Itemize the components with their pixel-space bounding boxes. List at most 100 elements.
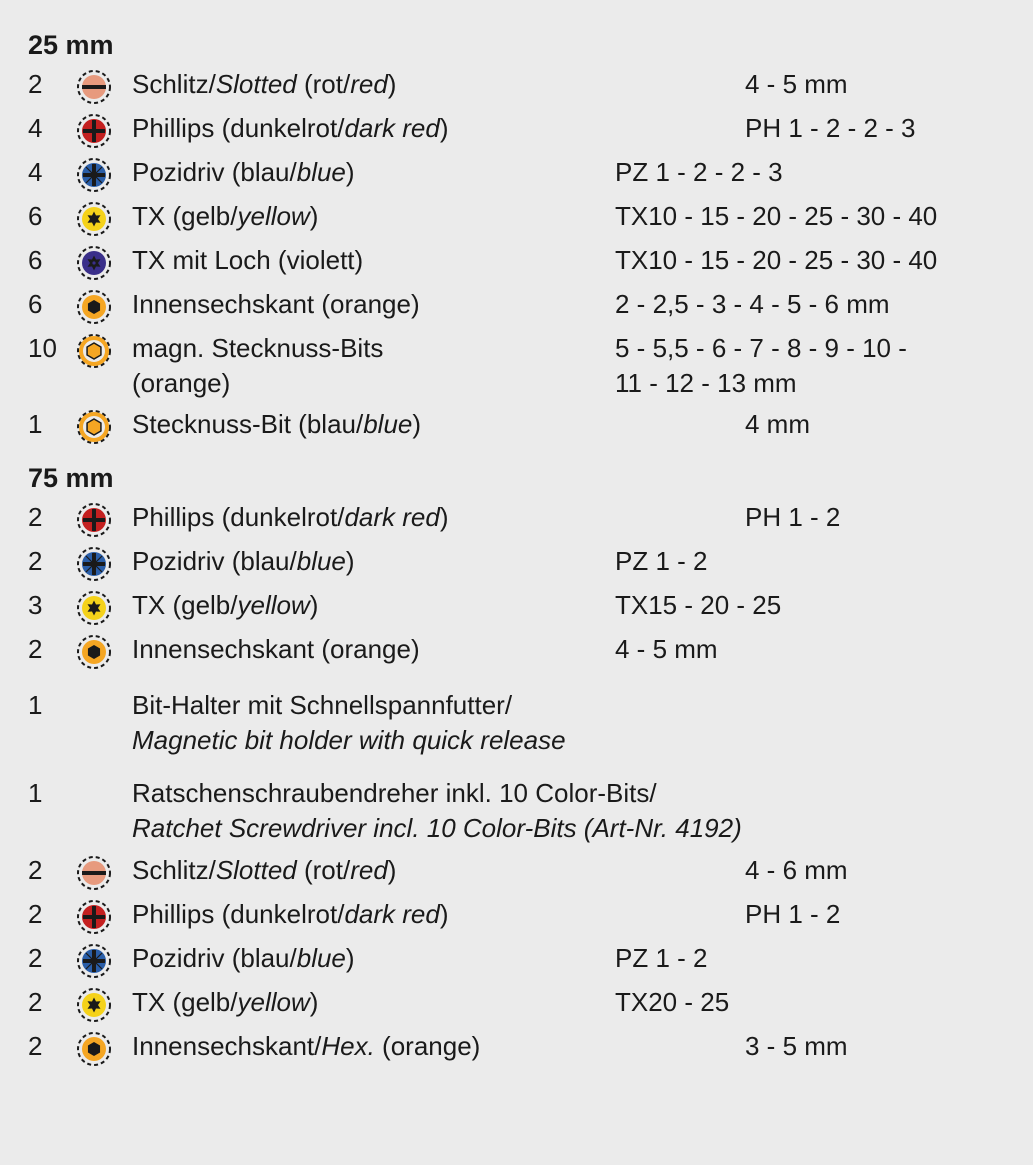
desc-paren-en: red	[350, 69, 388, 99]
section-header: 75 mm	[28, 463, 1005, 494]
qty: 10	[28, 331, 76, 366]
desc: TX (gelb/yellow)	[132, 588, 615, 623]
desc: Stecknuss-Bit (blau/blue)	[132, 407, 745, 442]
desc-text: Schlitz/	[132, 855, 216, 885]
bit-row: 3 TX (gelb/yellow) TX15 - 20 - 25	[28, 588, 1005, 626]
sizes-text: 5 - 5,5 - 6 - 7 - 8 - 9 - 10 -	[615, 333, 907, 363]
extra-de: Ratschenschraubendreher inkl. 10 Color-B…	[132, 778, 657, 808]
desc-text: Pozidriv (blau/	[132, 157, 297, 187]
desc-en: dark red	[344, 113, 439, 143]
sizes: TX10 - 15 - 20 - 25 - 30 - 40	[615, 199, 1005, 234]
sizes-text: 2 - 2,5 - 3 - 4 - 5 - 6 mm	[615, 289, 890, 319]
desc: Schlitz/Slotted (rot/red)	[132, 67, 745, 102]
qty: 2	[28, 632, 76, 667]
sizes-text: PZ 1 - 2 - 2 - 3	[615, 157, 783, 187]
hex-icon	[76, 634, 112, 670]
phillips-icon	[76, 113, 112, 149]
bit-row: 2 Pozidriv (blau/blue) PZ 1 - 2	[28, 941, 1005, 979]
icon-cell	[76, 985, 132, 1023]
desc-paren: (rot/	[297, 855, 350, 885]
nut-icon	[76, 409, 112, 445]
sizes: 4 - 5 mm	[745, 67, 1005, 102]
icon-cell	[76, 331, 132, 369]
desc-text: Schlitz/	[132, 69, 216, 99]
desc-en: blue	[297, 943, 346, 973]
icon-cell	[76, 500, 132, 538]
bit-row: 6 TX (gelb/yellow) TX10 - 15 - 20 - 25 -…	[28, 199, 1005, 237]
desc-text: Innensechskant (orange)	[132, 289, 420, 319]
qty: 2	[28, 897, 76, 932]
sizes: 2 - 2,5 - 3 - 4 - 5 - 6 mm	[615, 287, 1005, 322]
desc-text: Phillips (dunkelrot/	[132, 899, 344, 929]
phillips-icon	[76, 899, 112, 935]
qty: 1	[28, 776, 76, 811]
desc-paren-close: )	[346, 546, 355, 576]
slotted-icon	[76, 69, 112, 105]
desc: Phillips (dunkelrot/dark red)	[132, 111, 745, 146]
bit-row: 2 Pozidriv (blau/blue) PZ 1 - 2	[28, 544, 1005, 582]
phillips-icon	[76, 502, 112, 538]
desc-paren-close: )	[440, 899, 449, 929]
qty: 2	[28, 544, 76, 579]
bit-row: 2 Innensechskant/Hex. (orange) 3 - 5 mm	[28, 1029, 1005, 1067]
bit-row: 4 Pozidriv (blau/blue) PZ 1 - 2 - 2 - 3	[28, 155, 1005, 193]
sizes-text: PH 1 - 2	[745, 899, 840, 929]
desc-paren-close: )	[310, 987, 319, 1017]
sizes: 4 - 6 mm	[745, 853, 1005, 888]
sizes: 5 - 5,5 - 6 - 7 - 8 - 9 - 10 - 11 - 12 - …	[615, 331, 1005, 401]
sizes-text: TX20 - 25	[615, 987, 729, 1017]
bit-row: 2 Phillips (dunkelrot/dark red) PH 1 - 2	[28, 897, 1005, 935]
bit-legend: 25 mm 2 Schlitz/Slotted (rot/red) 4 - 5 …	[28, 30, 1005, 1067]
sizes: 3 - 5 mm	[745, 1029, 1005, 1064]
desc: Schlitz/Slotted (rot/red)	[132, 853, 745, 888]
sizes-text: TX15 - 20 - 25	[615, 590, 781, 620]
sizes-text: 4 - 5 mm	[745, 69, 848, 99]
desc-paren: (orange)	[375, 1031, 481, 1061]
desc: Ratschenschraubendreher inkl. 10 Color-B…	[132, 776, 1005, 846]
desc-en: dark red	[344, 502, 439, 532]
desc-en: Slotted	[216, 69, 297, 99]
icon-cell	[76, 407, 132, 445]
desc-paren-close: )	[412, 409, 421, 439]
desc-en: dark red	[344, 899, 439, 929]
desc: Phillips (dunkelrot/dark red)	[132, 500, 745, 535]
bit-row: 6 TX mit Loch (violett) TX10 - 15 - 20 -…	[28, 243, 1005, 281]
sizes-text: 4 - 5 mm	[615, 634, 718, 664]
icon-cell	[76, 776, 132, 778]
icon-cell	[76, 588, 132, 626]
desc-en: blue	[363, 409, 412, 439]
qty: 6	[28, 287, 76, 322]
desc: magn. Stecknuss-Bits(orange)	[132, 331, 615, 401]
sizes: TX20 - 25	[615, 985, 1005, 1020]
txhole-icon	[76, 245, 112, 281]
sizes-text: TX10 - 15 - 20 - 25 - 30 - 40	[615, 245, 937, 275]
sizes-line2: 11 - 12 - 13 mm	[615, 368, 797, 398]
tx-icon	[76, 987, 112, 1023]
sizes-text: PH 1 - 2	[745, 502, 840, 532]
desc-text: Innensechskant (orange)	[132, 634, 420, 664]
desc: Bit-Halter mit Schnellspannfutter/ Magne…	[132, 688, 1005, 758]
desc: Pozidriv (blau/blue)	[132, 941, 615, 976]
sizes-text: PZ 1 - 2	[615, 943, 707, 973]
sizes: TX10 - 15 - 20 - 25 - 30 - 40	[615, 243, 1005, 278]
bit-row: 2 Schlitz/Slotted (rot/red) 4 - 5 mm	[28, 67, 1005, 105]
qty: 2	[28, 1029, 76, 1064]
extra-en: Ratchet Screwdriver incl. 10 Color-Bits …	[132, 813, 742, 843]
pozidriv-icon	[76, 943, 112, 979]
desc: Innensechskant (orange)	[132, 632, 615, 667]
desc-paren-close: )	[440, 113, 449, 143]
desc-text: TX (gelb/	[132, 987, 238, 1017]
desc: Pozidriv (blau/blue)	[132, 155, 615, 190]
sizes: TX15 - 20 - 25	[615, 588, 1005, 623]
desc-text: Phillips (dunkelrot/	[132, 502, 344, 532]
tx-icon	[76, 201, 112, 237]
sizes-text: TX10 - 15 - 20 - 25 - 30 - 40	[615, 201, 937, 231]
desc: TX (gelb/yellow)	[132, 985, 615, 1020]
qty: 4	[28, 111, 76, 146]
nut-icon	[76, 333, 112, 369]
icon-cell	[76, 853, 132, 891]
qty: 3	[28, 588, 76, 623]
sizes: PZ 1 - 2	[615, 941, 1005, 976]
icon-cell	[76, 897, 132, 935]
qty: 2	[28, 985, 76, 1020]
